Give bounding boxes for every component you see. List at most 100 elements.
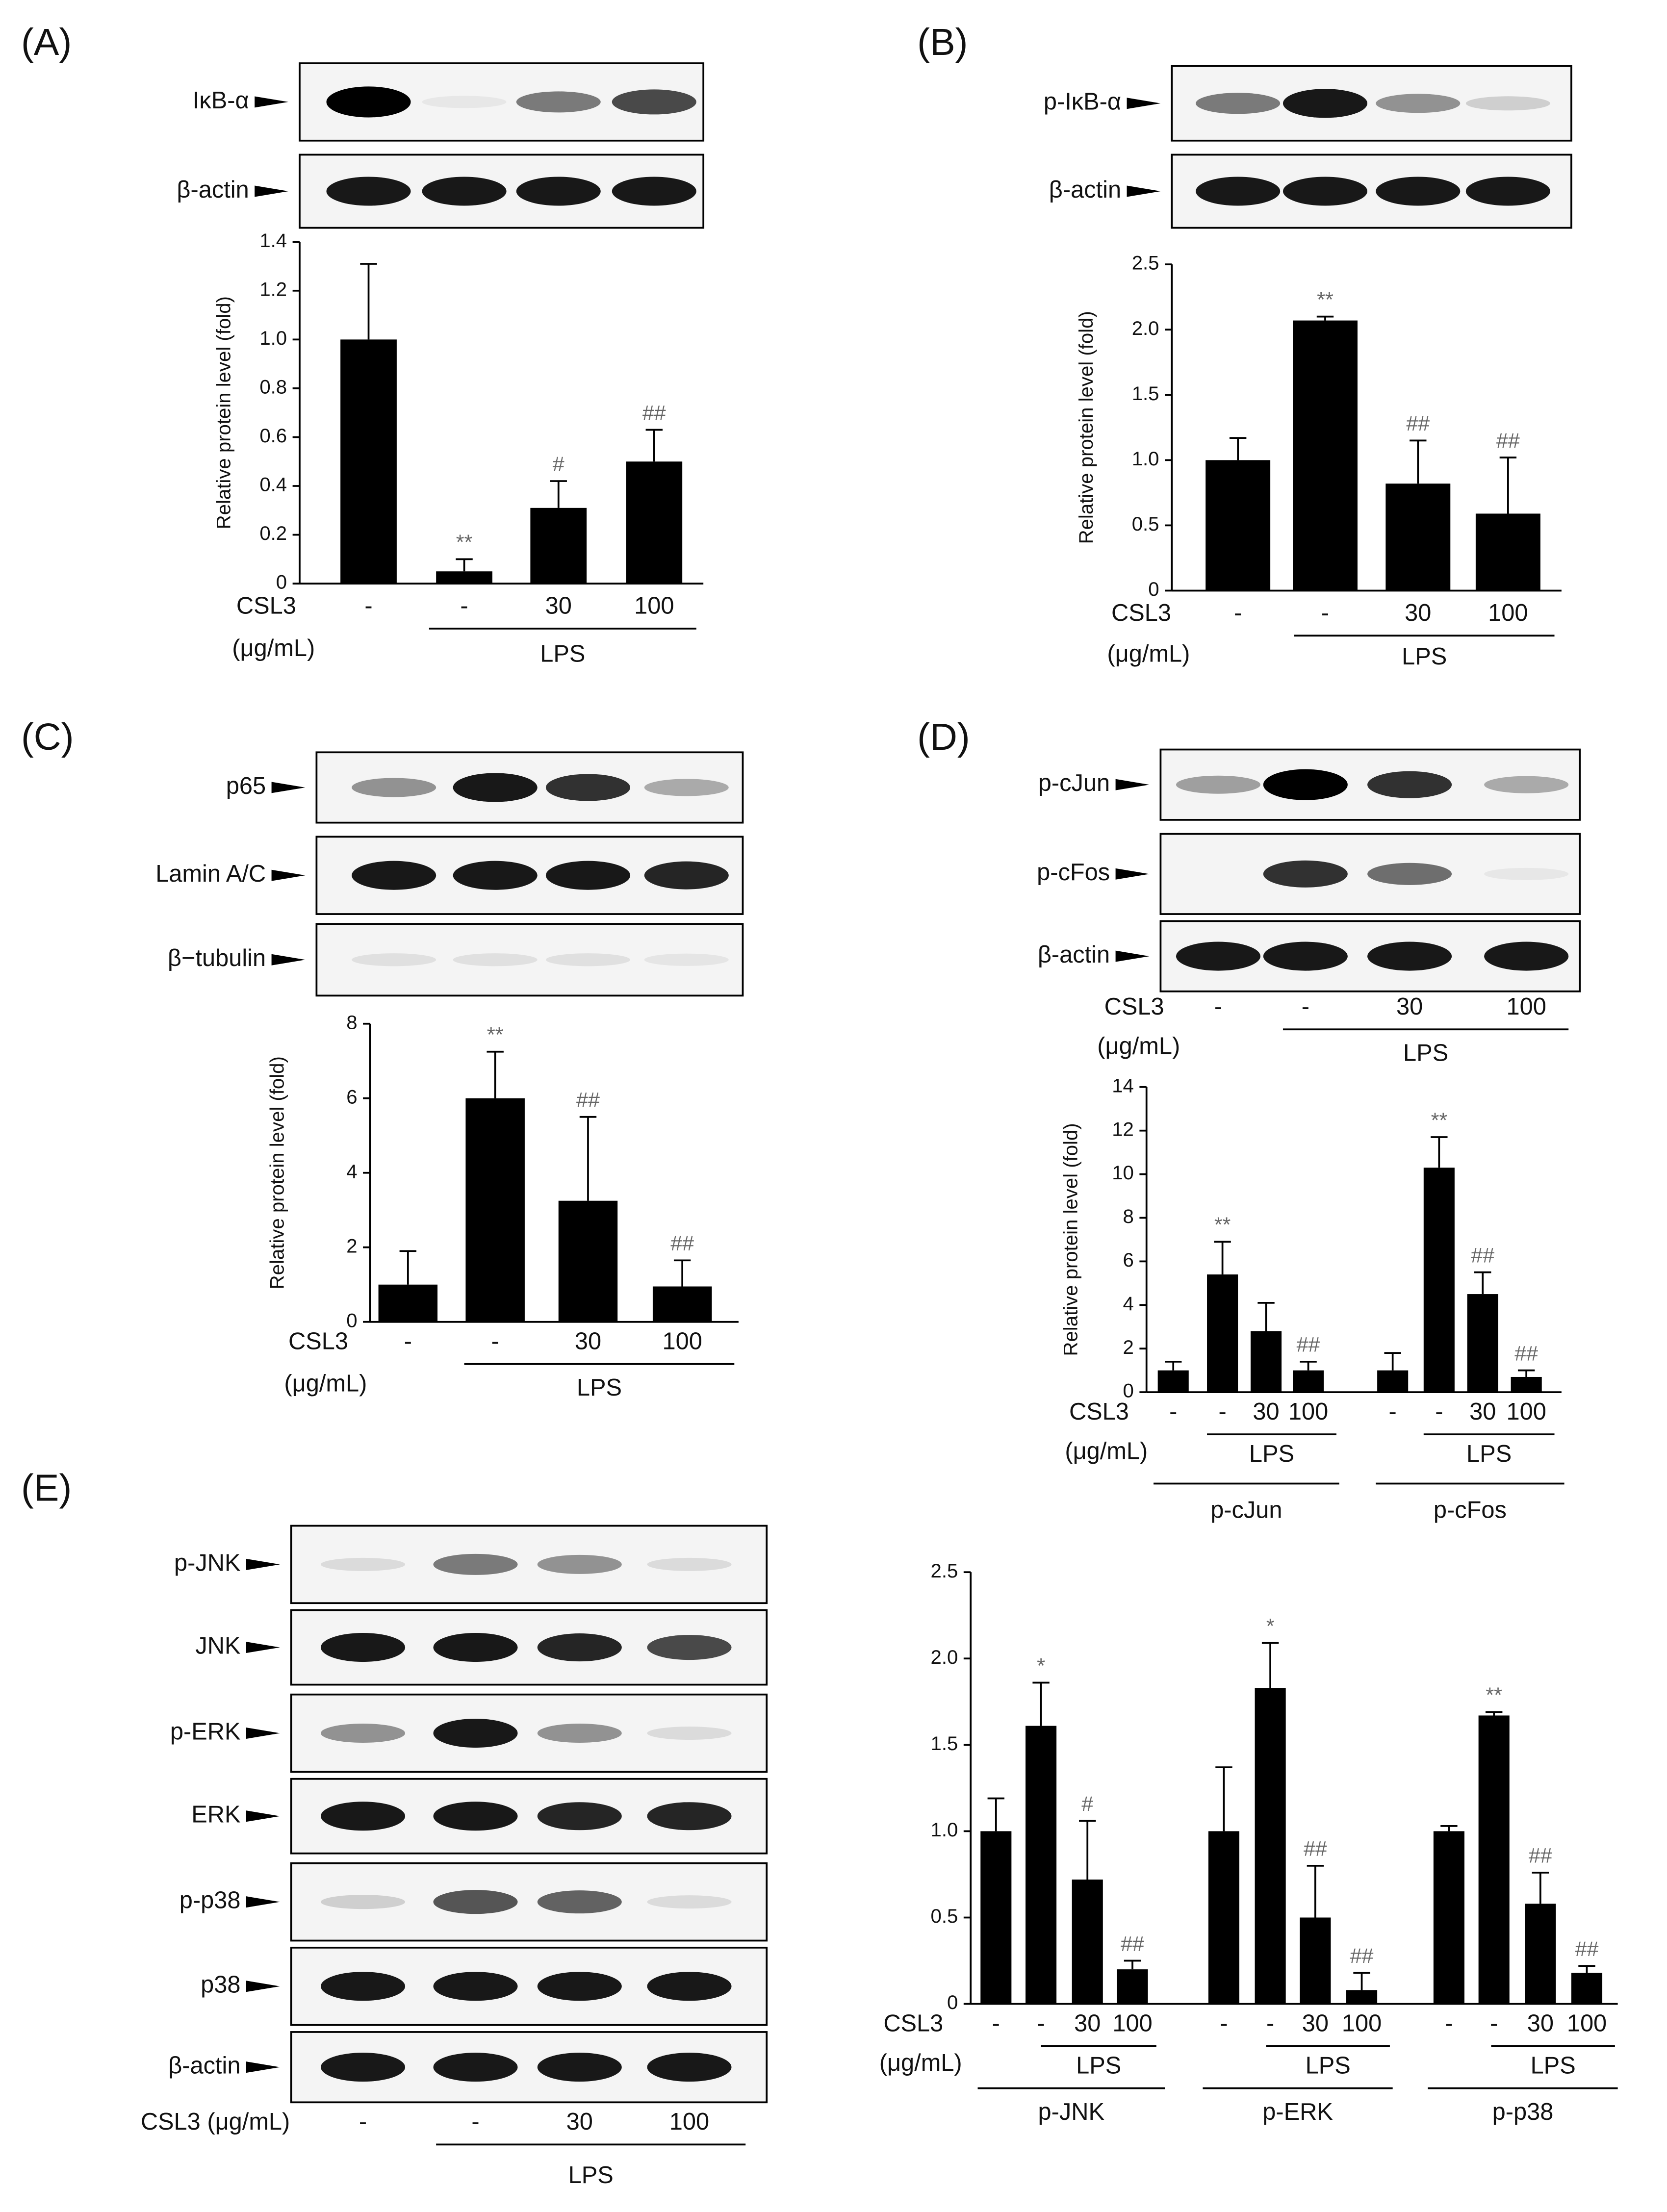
blot-frame (290, 1525, 768, 1604)
blot-x-category: - (1302, 993, 1309, 1020)
blot-band (1176, 775, 1261, 794)
blot-band (1367, 771, 1452, 798)
blot-arrow (1115, 868, 1150, 880)
significance-label: ## (1406, 412, 1430, 435)
y-tick-label: 1.0 (259, 327, 287, 349)
panel-label: (C) (21, 716, 74, 758)
blot-x-category: 100 (669, 2109, 709, 2135)
blot-band (1484, 941, 1569, 971)
error-bar (1316, 315, 1334, 321)
error-bar (1307, 1864, 1324, 1918)
bar (1293, 320, 1358, 591)
error-bar (1474, 1271, 1491, 1295)
y-tick-label: 0 (276, 571, 287, 593)
blot-band (1367, 863, 1452, 885)
blot-row-label: p-IκB-α (1044, 89, 1121, 115)
y-tick-label: 6 (346, 1086, 357, 1108)
blot-band (433, 1553, 518, 1575)
blot-x-row-label: CSL3 (μg/mL) (141, 2109, 290, 2135)
y-tick-label: 6 (1123, 1249, 1134, 1271)
x-tick-label: 100 (662, 1328, 702, 1355)
blot-band (516, 177, 601, 206)
blot-arrow (271, 869, 306, 881)
x-tick-label: - (1218, 1398, 1226, 1425)
y-tick-label: 1.5 (931, 1732, 958, 1754)
blot-band (545, 774, 631, 801)
x-row-label: CSL3 (236, 593, 296, 619)
bar (1117, 1969, 1148, 2004)
blot-band (1282, 89, 1368, 118)
x-tick-label: - (1389, 1398, 1397, 1425)
blot-band (644, 779, 729, 796)
bar (652, 1286, 712, 1322)
blot-band (644, 861, 729, 890)
bar (1525, 1904, 1556, 2004)
blot-band (537, 1724, 622, 1743)
y-tick-label: 0 (1123, 1380, 1134, 1402)
blot-frame (290, 1693, 768, 1773)
x-unit-label: (μg/mL) (284, 1371, 367, 1397)
x-tick-label: - (404, 1328, 412, 1355)
group-label: LPS (577, 1374, 622, 1401)
series-label: p-cJun (1210, 1497, 1282, 1524)
blot-arrow (246, 1810, 280, 1822)
bar (1208, 1831, 1240, 2004)
blot-row-label: p-ERK (170, 1718, 241, 1745)
blot-band (320, 2053, 406, 2082)
error-bar (1215, 1766, 1232, 1831)
x-tick-label: 30 (1405, 600, 1431, 626)
blot-x-category: - (359, 2109, 367, 2135)
blot-arrow (246, 1558, 280, 1570)
blot-band (516, 91, 601, 113)
blot-row-label: p-cJun (1038, 770, 1110, 796)
blot-band (1282, 177, 1368, 206)
significance-label: ## (670, 1232, 694, 1255)
blot-band (1196, 177, 1281, 206)
x-row-label: CSL3 (1111, 600, 1171, 626)
x-tick-label: - (1321, 600, 1329, 626)
error-bar (1578, 1965, 1595, 1973)
x-tick-label: - (364, 593, 372, 619)
y-tick-label: 2 (346, 1235, 357, 1257)
blot-row-label: β-actin (1049, 177, 1121, 203)
group-label: LPS (540, 640, 585, 667)
bar (530, 508, 587, 584)
blot-row-label: β-actin (168, 2052, 240, 2079)
x-tick-label: - (491, 1328, 499, 1355)
blot-band (326, 177, 411, 206)
group-label: LPS (1531, 2052, 1576, 2079)
error-bar (1164, 1360, 1182, 1371)
significance-label: ** (456, 531, 473, 554)
blot-x-group-label: LPS (1403, 1040, 1448, 1067)
blot-frame (1159, 833, 1581, 915)
x-tick-label: 100 (1506, 1398, 1546, 1425)
blot-arrow (255, 185, 289, 197)
error-bar (360, 263, 377, 340)
x-tick-label: - (1037, 2010, 1045, 2036)
bar (1346, 1990, 1378, 2004)
blot-band (1263, 769, 1348, 800)
y-tick-label: 0.6 (259, 425, 287, 447)
blot-x-group-label: LPS (568, 2162, 614, 2188)
blot-band (433, 1718, 518, 1748)
significance-label: ## (1529, 1844, 1552, 1868)
group-label: LPS (1402, 643, 1447, 670)
blot-band (326, 86, 411, 118)
blot-arrow (255, 96, 289, 108)
error-bar (1124, 1959, 1141, 1970)
significance-label: ## (576, 1089, 600, 1112)
blot-band (422, 96, 507, 108)
significance-label: # (553, 453, 564, 476)
bar (1377, 1370, 1409, 1393)
blot-arrow (271, 954, 306, 966)
error-bar (399, 1250, 417, 1285)
y-axis-label: Relative protein level (fold) (1075, 311, 1097, 544)
x-tick-label: 30 (1469, 1398, 1496, 1425)
x-tick-label: - (1445, 2010, 1453, 2036)
error-bar (1079, 1820, 1096, 1880)
y-tick-label: 14 (1112, 1074, 1134, 1096)
blot-band (647, 1972, 732, 2001)
y-axis-label: Relative protein level (fold) (266, 1056, 288, 1289)
blot-band (320, 1972, 406, 2001)
significance-label: ** (1486, 1683, 1502, 1707)
